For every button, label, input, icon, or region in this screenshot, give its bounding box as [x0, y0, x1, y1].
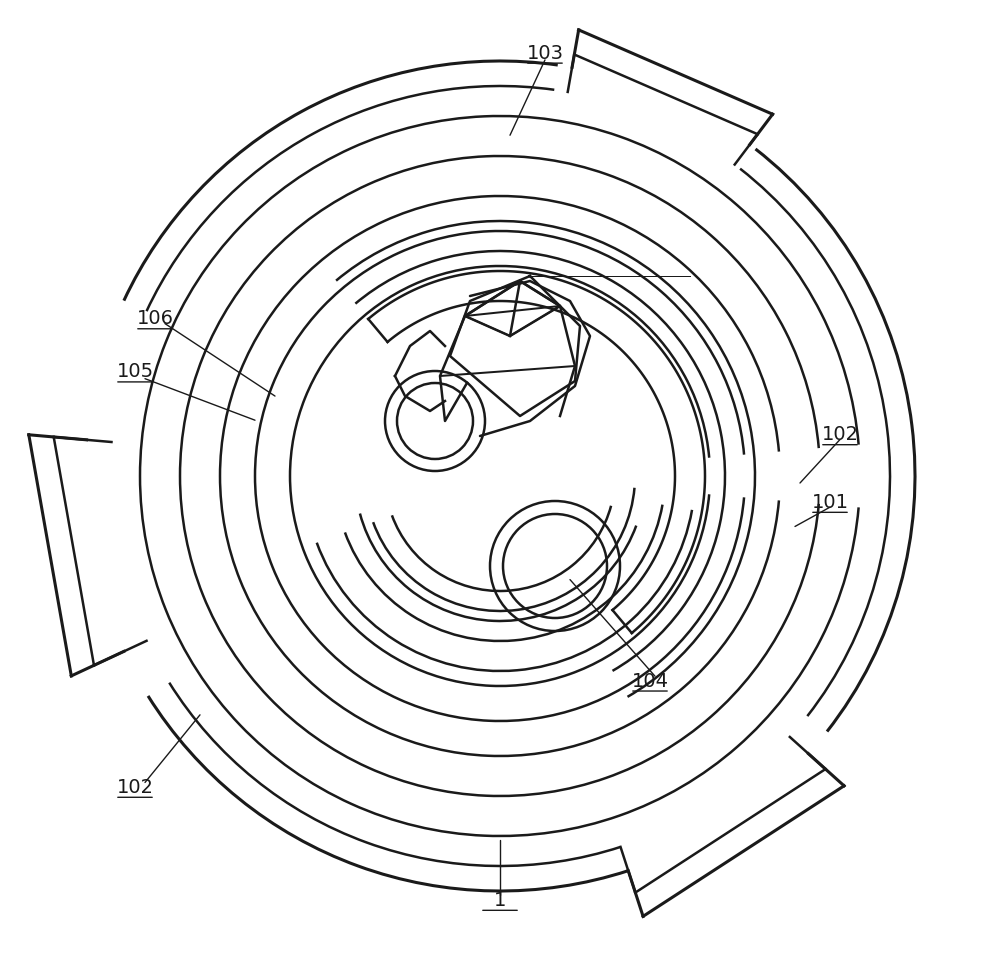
Text: 106: 106	[137, 309, 174, 328]
Text: 1: 1	[494, 891, 506, 910]
Text: 104: 104	[632, 671, 668, 691]
Text: 102: 102	[822, 425, 858, 444]
Text: 101: 101	[812, 493, 848, 512]
Text: 103: 103	[526, 43, 564, 63]
Text: 102: 102	[117, 778, 154, 797]
Text: 105: 105	[116, 362, 154, 382]
